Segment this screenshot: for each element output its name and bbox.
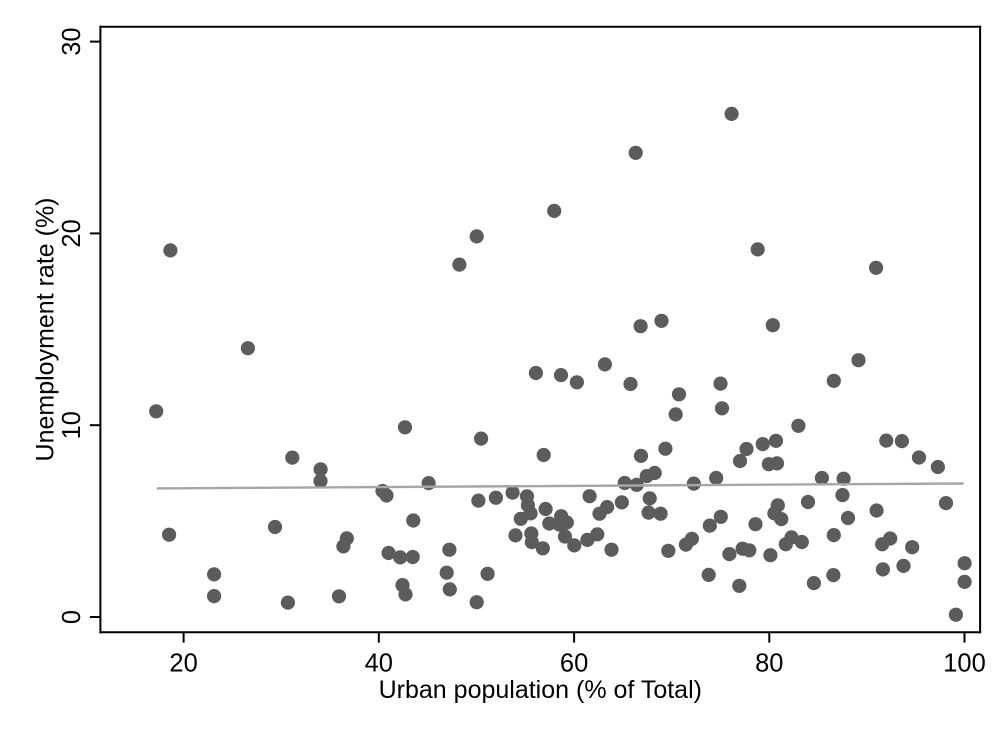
- svg-text:20: 20: [169, 650, 197, 678]
- svg-text:Unemployment rate (%): Unemployment rate (%): [32, 198, 60, 462]
- svg-text:20: 20: [58, 219, 86, 247]
- svg-text:30: 30: [58, 27, 86, 55]
- svg-text:100: 100: [943, 650, 986, 678]
- svg-text:Urban population (% of Total): Urban population (% of Total): [379, 676, 702, 704]
- svg-text:0: 0: [58, 610, 86, 624]
- svg-text:40: 40: [365, 650, 393, 678]
- svg-text:60: 60: [560, 650, 588, 678]
- svg-text:10: 10: [58, 411, 86, 439]
- svg-text:80: 80: [755, 650, 783, 678]
